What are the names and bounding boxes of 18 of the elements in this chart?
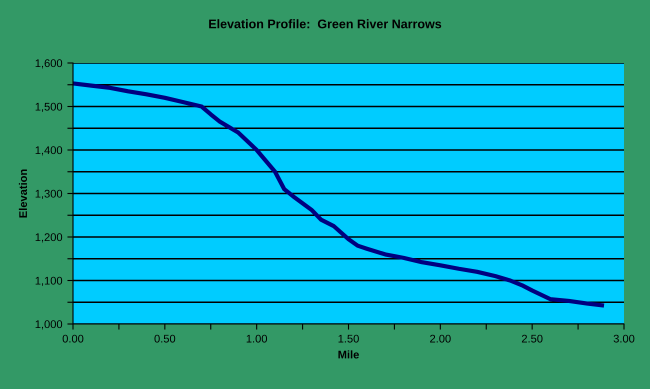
x-tick-label: 0.00 xyxy=(62,334,84,343)
x-tick-label: 2.50 xyxy=(522,334,543,343)
y-axis-title: Elevation xyxy=(18,169,28,218)
x-tick-label: 3.00 xyxy=(614,334,634,343)
y-tick-label: 1,500 xyxy=(36,102,62,112)
x-tick-label: 1.50 xyxy=(338,334,359,343)
x-tick-label: 0.50 xyxy=(154,334,176,343)
y-tick-label: 1,100 xyxy=(36,276,62,286)
x-tick-label: 1.00 xyxy=(246,334,268,343)
x-tick-label: 2.00 xyxy=(430,334,451,343)
x-axis-title: Mile xyxy=(338,350,359,358)
y-tick-label: 1,400 xyxy=(36,146,62,156)
y-tick-label: 1,000 xyxy=(36,320,62,330)
line-series xyxy=(73,81,604,308)
y-tick-label: 1,300 xyxy=(36,190,62,199)
y-tick-label: 1,600 xyxy=(36,59,62,68)
y-tick-label: 1,200 xyxy=(36,233,62,242)
chart-title: Elevation Profile: Green River Narrows xyxy=(209,19,442,28)
